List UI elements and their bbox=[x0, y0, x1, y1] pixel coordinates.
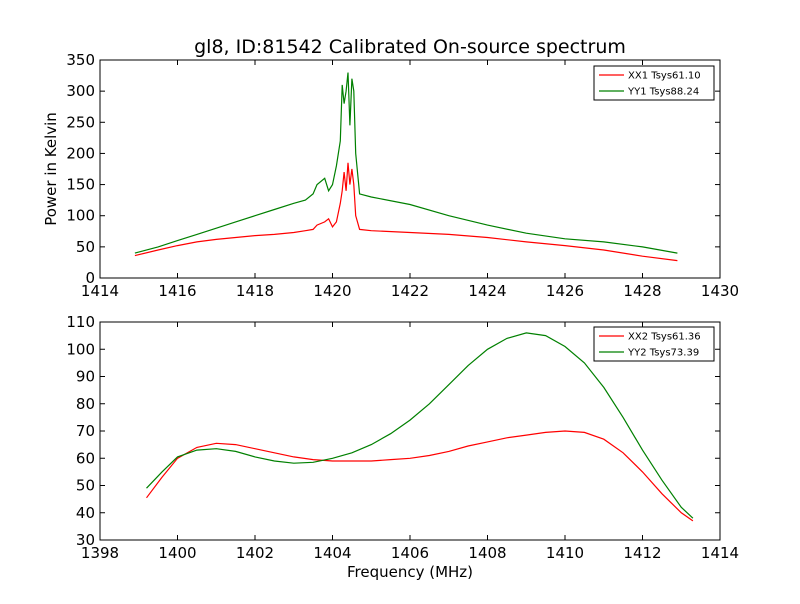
y-tick-label: 150 bbox=[66, 176, 95, 194]
y-tick-label: 60 bbox=[76, 449, 95, 467]
y-axis-label: Power in Kelvin bbox=[42, 112, 60, 226]
x-tick-label: 1420 bbox=[313, 282, 351, 300]
x-tick-label: 1404 bbox=[313, 544, 351, 562]
y-tick-label: 200 bbox=[66, 144, 95, 162]
y-tick-label: 40 bbox=[76, 504, 95, 522]
x-axis-label: Frequency (MHz) bbox=[347, 563, 473, 581]
x-tick-label: 1410 bbox=[546, 544, 584, 562]
x-tick-label: 1424 bbox=[468, 282, 506, 300]
y-tick-label: 0 bbox=[85, 269, 95, 287]
series-line-xx-panel-2 bbox=[146, 430, 694, 522]
top-spectrum-panel: 1414 1416 1418 1420 1422 1424 1426 1428 1430 0 50 1… bbox=[66, 51, 739, 300]
y-tick-label: 90 bbox=[76, 368, 95, 386]
x-tick-label: 1416 bbox=[158, 282, 196, 300]
legend-box bbox=[593, 65, 715, 101]
legend-label: YY2 Tsys73.39 bbox=[627, 348, 699, 359]
legend-label: YY1 Tsys88.24 bbox=[627, 87, 699, 98]
figure-title: gl8, ID:81542 Calibrated On-source spect… bbox=[194, 36, 626, 58]
y-tick-label: 250 bbox=[66, 113, 95, 131]
x-tick-label: 1402 bbox=[236, 544, 274, 562]
y-tick-label: 80 bbox=[76, 395, 95, 413]
x-tick-label: 1414 bbox=[701, 544, 739, 562]
y-tick-label: 50 bbox=[76, 477, 95, 495]
y-tick-label: 100 bbox=[66, 207, 95, 225]
y-tick-label: 300 bbox=[66, 82, 95, 100]
legend-box bbox=[593, 326, 715, 362]
x-tick-label: 1418 bbox=[236, 282, 274, 300]
series-line-yy-panel-1 bbox=[134, 72, 678, 254]
x-tick-label: 1426 bbox=[546, 282, 584, 300]
y-tick-label: 70 bbox=[76, 422, 95, 440]
legend-panel-1: XX1 Tsys61.10 YY1 Tsys88.24 bbox=[593, 65, 715, 101]
x-tick-label: 1406 bbox=[391, 544, 429, 562]
y-tick-label: 50 bbox=[76, 238, 95, 256]
y-tick-label: 110 bbox=[66, 313, 95, 331]
y-tick-label: 30 bbox=[76, 531, 95, 549]
x-tick-label: 1422 bbox=[391, 282, 429, 300]
legend-label: XX1 Tsys61.10 bbox=[628, 71, 701, 82]
bottom-spectrum-panel: 1398 1400 1402 1404 1406 1408 1410 1412 1414 30 40… bbox=[66, 313, 739, 562]
y-tick-label: 350 bbox=[66, 51, 95, 69]
series-line-xx-panel-1 bbox=[134, 162, 678, 262]
x-tick-label: 1412 bbox=[623, 544, 661, 562]
x-tick-label: 1408 bbox=[468, 544, 506, 562]
series-line-yy-panel-2 bbox=[146, 332, 694, 519]
x-tick-label: 1400 bbox=[158, 544, 196, 562]
x-tick-label: 1428 bbox=[623, 282, 661, 300]
legend-panel-2: XX2 Tsys61.36 YY2 Tsys73.39 bbox=[593, 326, 715, 362]
x-tick-label: 1398 bbox=[81, 544, 119, 562]
x-tick-label: 1430 bbox=[701, 282, 739, 300]
legend-label: XX2 Tsys61.36 bbox=[628, 332, 701, 343]
y-tick-label: 100 bbox=[66, 340, 95, 358]
x-tick-label: 1414 bbox=[81, 282, 119, 300]
